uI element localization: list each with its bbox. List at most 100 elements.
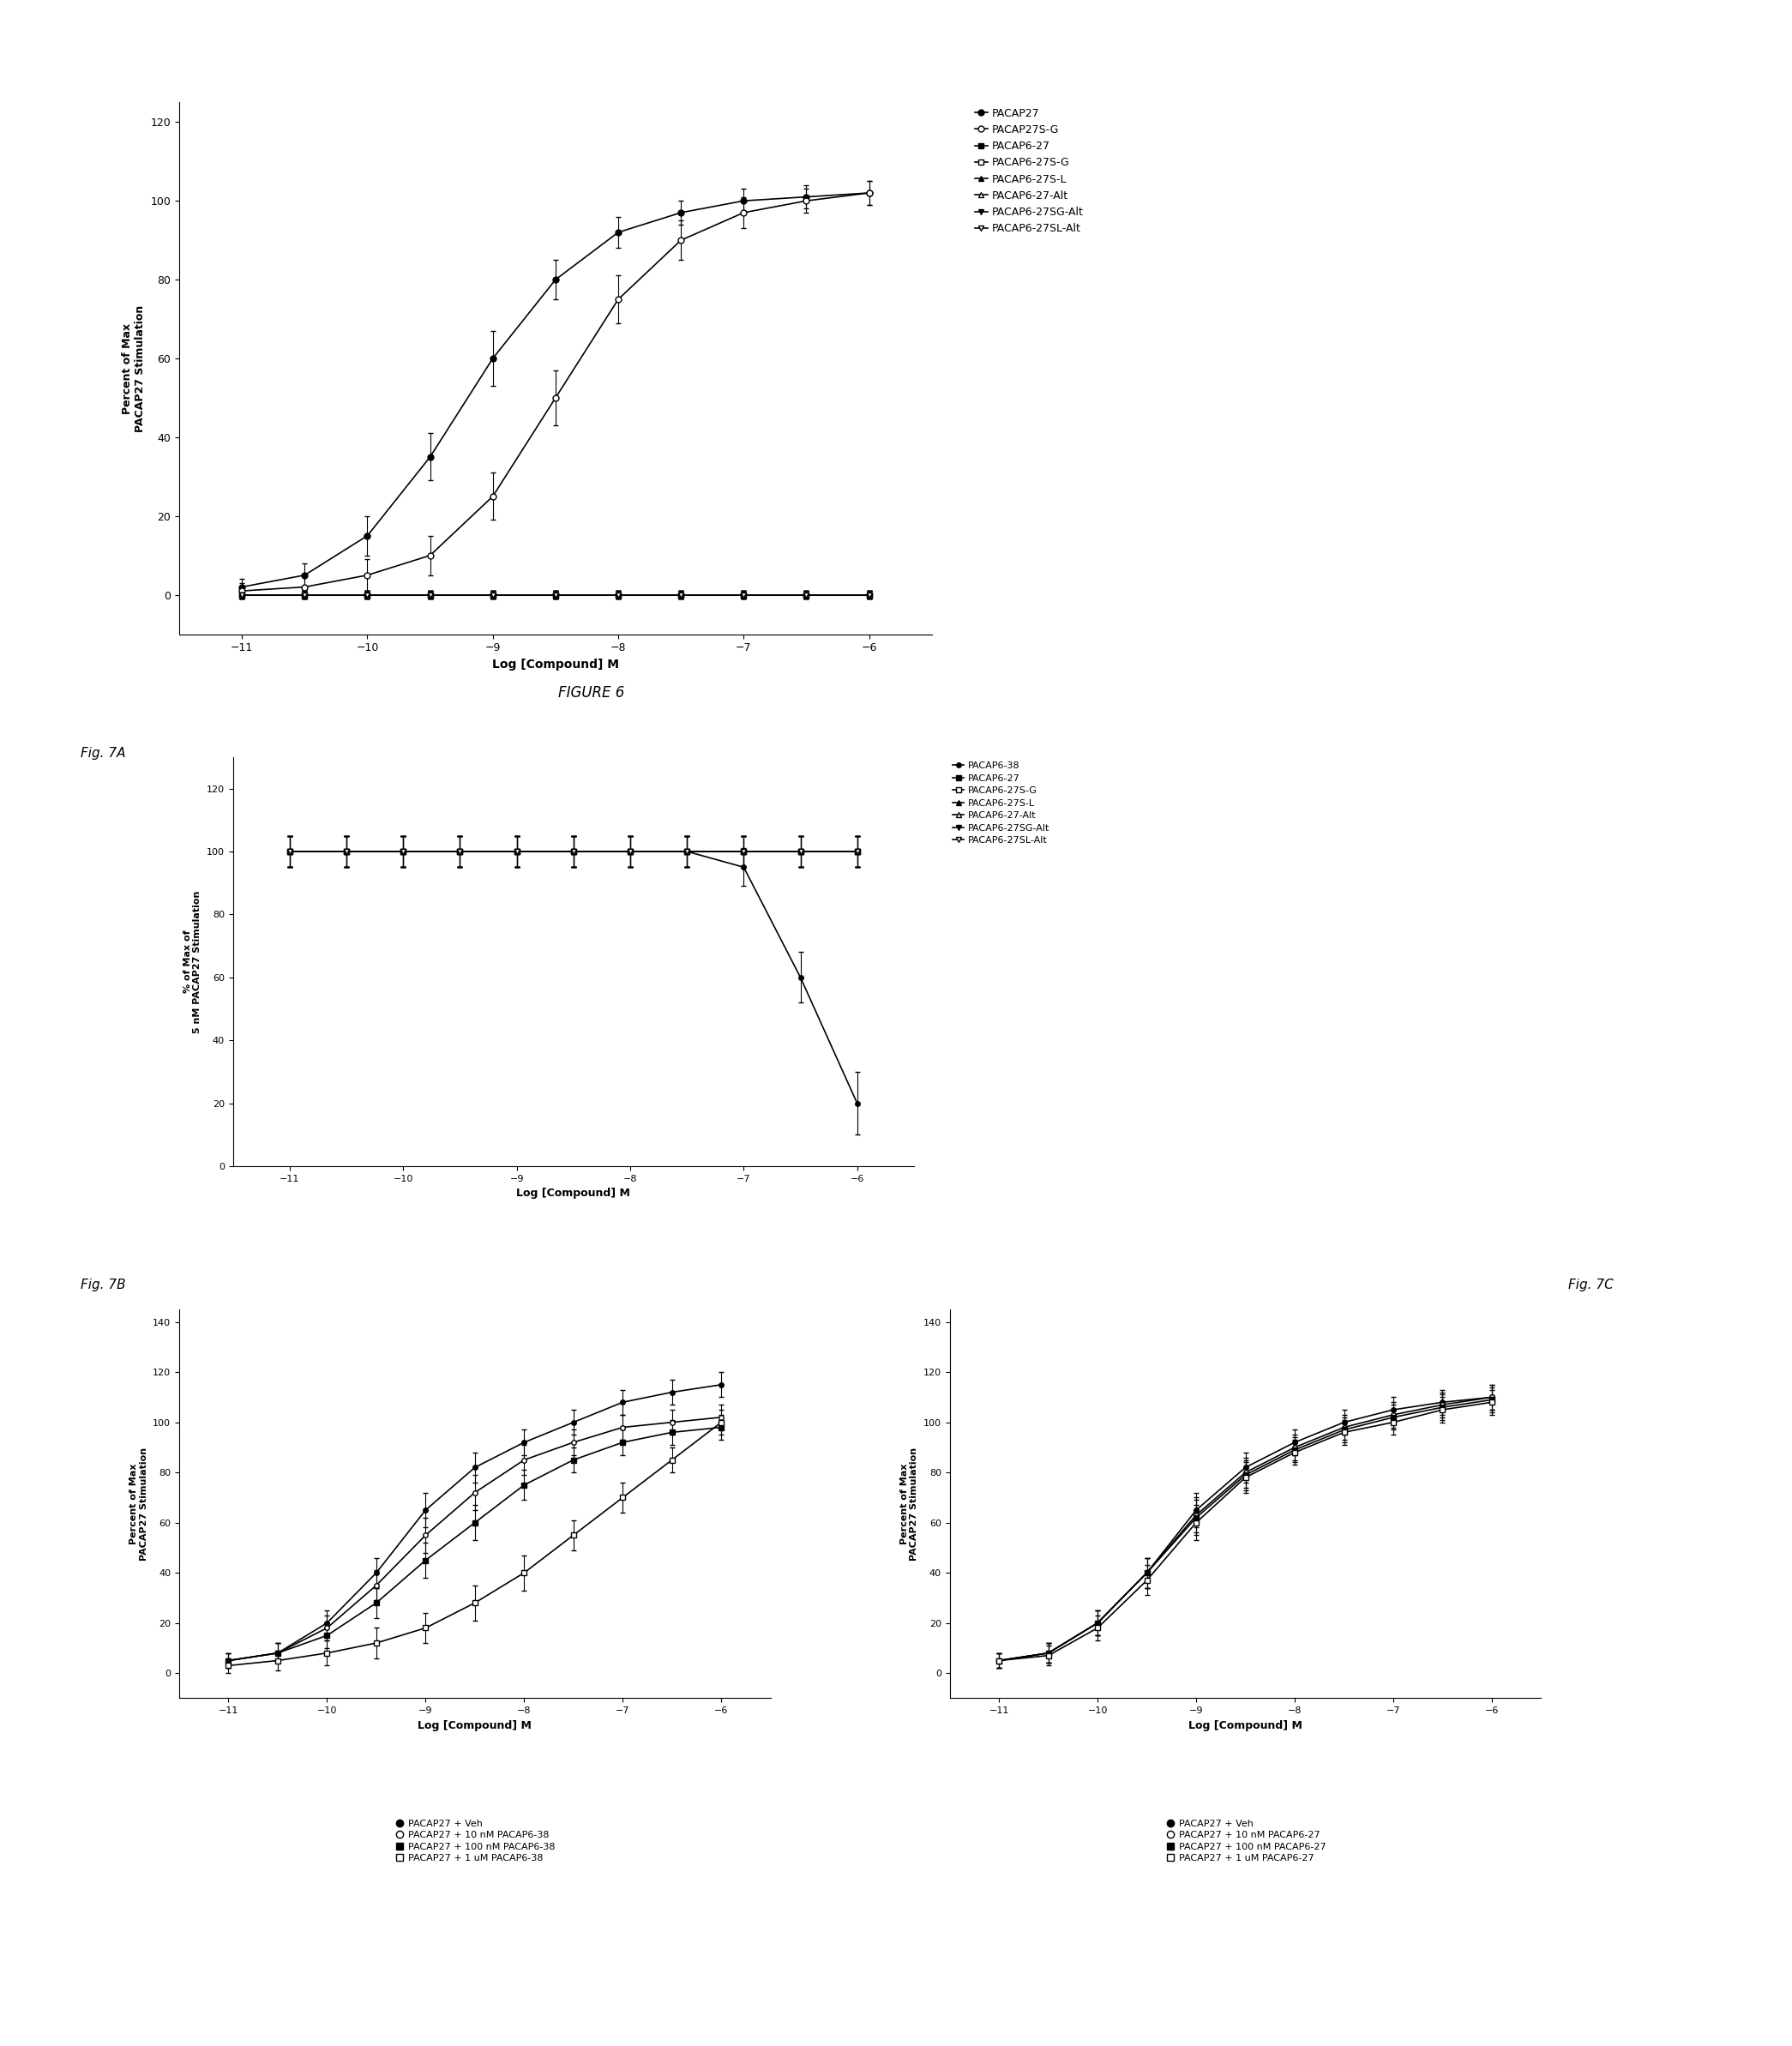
- PACAP27 + 100 nM PACAP6-27: [1136, 1561, 1158, 1586]
- PACAP6-27S-L: [607, 583, 629, 608]
- PACAP6-27S-L: [545, 583, 566, 608]
- PACAP27 + 100 nM PACAP6-38: [513, 1473, 534, 1498]
- PACAP27: [796, 184, 817, 209]
- PACAP6-27SL-Alt: [796, 583, 817, 608]
- PACAP27 + 100 nM PACAP6-27: [1480, 1387, 1502, 1412]
- PACAP27 + 10 nM PACAP6-38: [416, 1522, 437, 1547]
- PACAP6-27: [733, 839, 754, 863]
- PACAP6-27S-L: [620, 839, 642, 863]
- PACAP27 + 100 nM PACAP6-38: [217, 1649, 238, 1674]
- PACAP6-27-Alt: [733, 839, 754, 863]
- PACAP6-27SG-Alt: [505, 839, 527, 863]
- PACAP6-27S-L: [392, 839, 414, 863]
- PACAP27 + 100 nM PACAP6-27: [1235, 1463, 1256, 1487]
- PACAP6-27-Alt: [670, 583, 692, 608]
- PACAP6-27S-L: [482, 583, 504, 608]
- PACAP6-27SG-Alt: [563, 839, 584, 863]
- PACAP6-27-Alt: [676, 839, 697, 863]
- PACAP27: [419, 444, 441, 469]
- PACAP6-27SG-Alt: [620, 839, 642, 863]
- PACAP6-27S-G: [392, 839, 414, 863]
- PACAP27: [858, 180, 880, 205]
- X-axis label: Log [Compound] M: Log [Compound] M: [516, 1189, 631, 1199]
- PACAP27 + Veh: [1086, 1610, 1107, 1635]
- Line: PACAP27 + 1 uM PACAP6-38: PACAP27 + 1 uM PACAP6-38: [226, 1420, 724, 1667]
- PACAP27: [357, 524, 378, 548]
- PACAP6-38: [563, 839, 584, 863]
- PACAP6-27S-G: [858, 583, 880, 608]
- PACAP27 + 1 uM PACAP6-38: [513, 1561, 534, 1586]
- Text: Fig. 7B: Fig. 7B: [81, 1279, 125, 1291]
- PACAP27 + 1 uM PACAP6-27: [1186, 1510, 1208, 1534]
- PACAP6-27: [620, 839, 642, 863]
- PACAP6-27-Alt: [357, 583, 378, 608]
- PACAP6-27: [790, 839, 812, 863]
- Line: PACAP27 + 10 nM PACAP6-27: PACAP27 + 10 nM PACAP6-27: [996, 1395, 1495, 1663]
- Text: FIGURE 6: FIGURE 6: [557, 685, 625, 702]
- PACAP6-27S-L: [335, 839, 357, 863]
- PACAP27 + 10 nM PACAP6-38: [611, 1416, 634, 1440]
- PACAP6-27SL-Alt: [858, 583, 880, 608]
- Line: PACAP27: PACAP27: [238, 190, 873, 589]
- PACAP6-27S-G: [790, 839, 812, 863]
- PACAP27: [607, 221, 629, 246]
- Line: PACAP6-27: PACAP6-27: [287, 849, 860, 853]
- PACAP27S-G: [419, 542, 441, 567]
- PACAP27 + 1 uM PACAP6-38: [611, 1485, 634, 1510]
- PACAP6-27SG-Alt: [419, 583, 441, 608]
- PACAP27 + Veh: [513, 1430, 534, 1455]
- PACAP27S-G: [231, 579, 253, 604]
- PACAP6-27: [670, 583, 692, 608]
- Line: PACAP6-27SG-Alt: PACAP6-27SG-Alt: [287, 849, 860, 853]
- PACAP27 + Veh: [366, 1561, 387, 1586]
- PACAP6-27: [505, 839, 527, 863]
- PACAP6-38: [620, 839, 642, 863]
- PACAP27 + Veh: [710, 1373, 731, 1397]
- PACAP27 + 10 nM PACAP6-38: [710, 1406, 731, 1430]
- PACAP6-27: [294, 583, 315, 608]
- PACAP6-27-Alt: [231, 583, 253, 608]
- PACAP6-27: [858, 583, 880, 608]
- PACAP27 + Veh: [315, 1610, 337, 1635]
- PACAP27 + 10 nM PACAP6-38: [267, 1641, 289, 1665]
- PACAP6-27SL-Alt: [482, 583, 504, 608]
- PACAP6-27-Alt: [545, 583, 566, 608]
- PACAP6-27SG-Alt: [231, 583, 253, 608]
- X-axis label: Log [Compound] M: Log [Compound] M: [418, 1721, 532, 1731]
- PACAP6-27SL-Alt: [733, 583, 754, 608]
- PACAP27 + 10 nM PACAP6-27: [1283, 1434, 1305, 1459]
- PACAP6-27S-L: [294, 583, 315, 608]
- Legend: PACAP27 + Veh, PACAP27 + 10 nM PACAP6-38, PACAP27 + 100 nM PACAP6-38, PACAP27 + : PACAP27 + Veh, PACAP27 + 10 nM PACAP6-38…: [394, 1819, 556, 1862]
- PACAP6-27SL-Alt: [505, 839, 527, 863]
- PACAP6-27: [392, 839, 414, 863]
- PACAP27: [670, 201, 692, 225]
- PACAP27 + 1 uM PACAP6-27: [1383, 1410, 1405, 1434]
- PACAP27 + Veh: [1383, 1397, 1405, 1422]
- PACAP27 + 1 uM PACAP6-38: [710, 1410, 731, 1434]
- PACAP6-27SG-Alt: [796, 583, 817, 608]
- PACAP27 + 1 uM PACAP6-27: [1432, 1397, 1453, 1422]
- PACAP6-27SL-Alt: [563, 839, 584, 863]
- PACAP27 + Veh: [416, 1498, 437, 1522]
- PACAP6-27: [607, 583, 629, 608]
- PACAP6-27: [482, 583, 504, 608]
- Legend: PACAP27 + Veh, PACAP27 + 10 nM PACAP6-27, PACAP27 + 100 nM PACAP6-27, PACAP27 + : PACAP27 + Veh, PACAP27 + 10 nM PACAP6-27…: [1165, 1819, 1326, 1862]
- PACAP6-27: [231, 583, 253, 608]
- PACAP6-38: [392, 839, 414, 863]
- PACAP6-27: [419, 583, 441, 608]
- PACAP27 + 100 nM PACAP6-38: [315, 1622, 337, 1647]
- PACAP6-27SL-Alt: [545, 583, 566, 608]
- PACAP27 + Veh: [1432, 1389, 1453, 1414]
- PACAP6-27S-G: [545, 583, 566, 608]
- PACAP6-27SL-Alt: [846, 839, 867, 863]
- PACAP6-27-Alt: [796, 583, 817, 608]
- PACAP6-27S-G: [676, 839, 697, 863]
- PACAP6-27-Alt: [450, 839, 471, 863]
- Line: PACAP6-38: PACAP6-38: [287, 849, 860, 1105]
- PACAP6-27S-G: [482, 583, 504, 608]
- PACAP6-27SL-Alt: [607, 583, 629, 608]
- PACAP6-27: [357, 583, 378, 608]
- PACAP27 + 10 nM PACAP6-27: [1038, 1641, 1059, 1665]
- PACAP6-27-Alt: [563, 839, 584, 863]
- Line: PACAP6-27SG-Alt: PACAP6-27SG-Alt: [238, 591, 873, 597]
